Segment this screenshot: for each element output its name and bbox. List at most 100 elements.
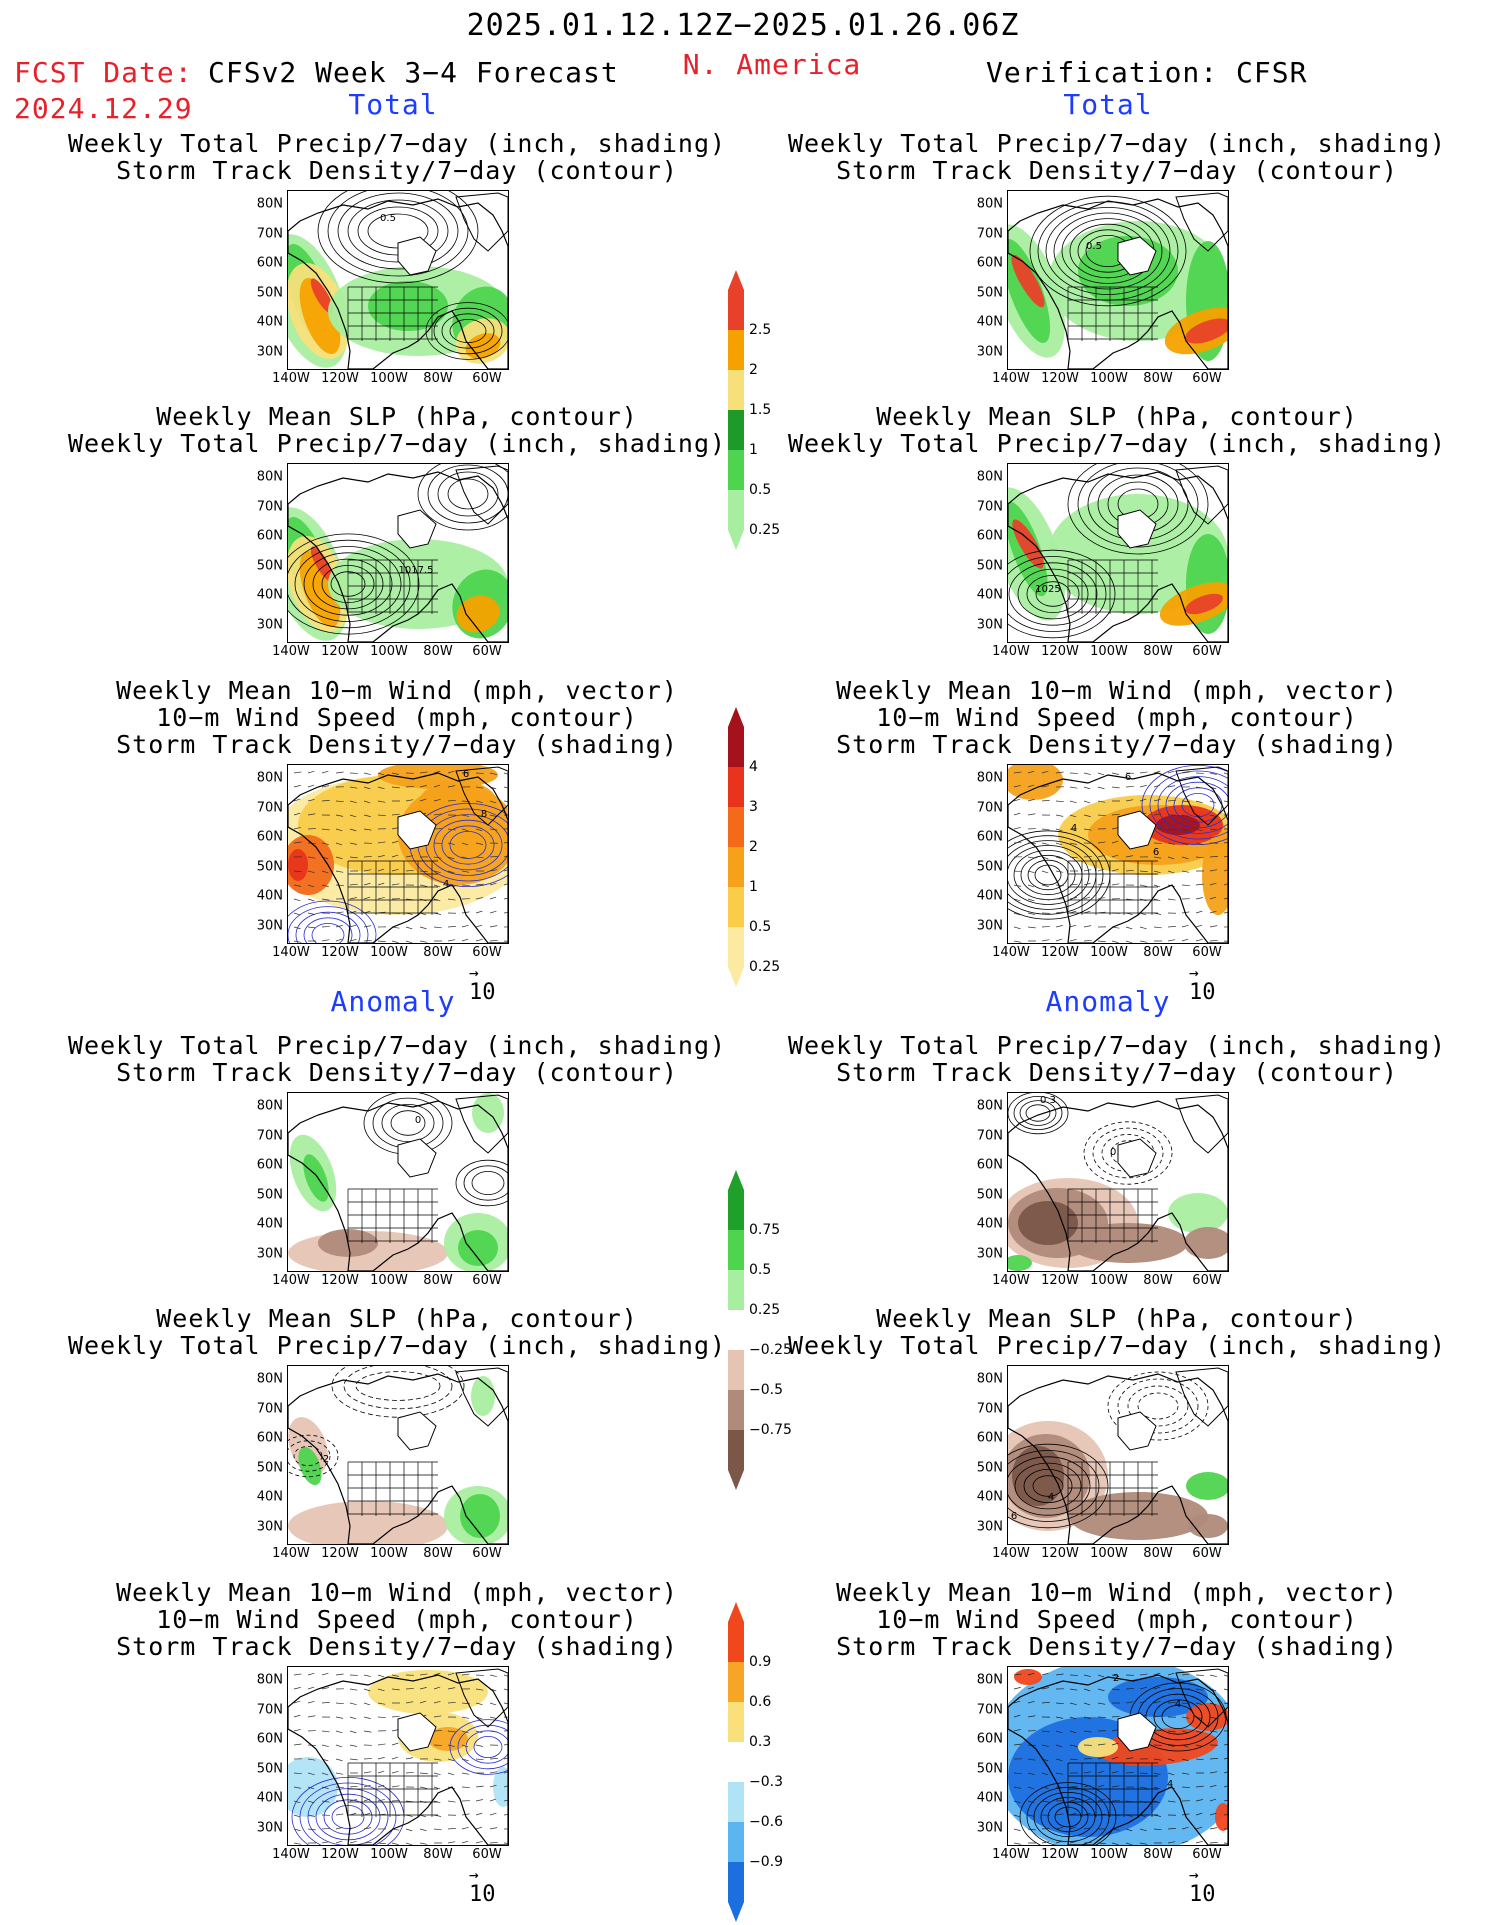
slp-contour — [288, 1434, 339, 1478]
lon-label: 120W — [1041, 1546, 1079, 1561]
wind-vector — [1125, 799, 1134, 802]
section-anomaly-right: Anomaly — [1045, 985, 1171, 1018]
panel-title-line: Weekly Total Precip/7−day (inch, shading… — [67, 1331, 727, 1360]
lat-label: 50N — [256, 285, 283, 300]
colorbar-label: 0.6 — [749, 1694, 772, 1710]
wind-vector — [1069, 1688, 1078, 1691]
wind-vector — [1069, 800, 1077, 804]
wind-vector — [1013, 812, 1021, 816]
colorbar-cap-bottom — [728, 967, 744, 987]
lat-label: 30N — [976, 1519, 1003, 1534]
panel-title-line: 10−m Wind Speed (mph, contour) — [156, 703, 638, 732]
lat-label: 50N — [256, 859, 283, 874]
wind-vector — [405, 1828, 413, 1832]
wind-vector — [433, 1758, 442, 1761]
wind-vector — [321, 1701, 330, 1704]
colorbar-segment — [728, 1230, 744, 1270]
wind-vector — [419, 771, 428, 774]
wind-vector — [321, 1672, 329, 1676]
wind-vector — [377, 1702, 386, 1705]
wind-vector — [307, 1715, 316, 1718]
map-panel: 6 8 4 — [287, 764, 509, 944]
wind-vector — [1083, 925, 1092, 928]
shade-blob — [299, 278, 341, 354]
state-borders — [1067, 1461, 1158, 1516]
slp-contour — [1032, 1475, 1064, 1497]
slp-contour — [1026, 575, 1080, 614]
wind-vector — [461, 884, 470, 886]
wind-vector — [293, 940, 302, 943]
vector-arrow: → — [469, 963, 479, 982]
wind-vector — [1097, 1799, 1105, 1802]
state-borders — [1067, 1188, 1158, 1243]
wind-vector — [377, 1674, 385, 1678]
wind-vector — [1027, 1758, 1036, 1761]
wind-vector — [377, 841, 386, 844]
vector-reference: → 10 — [1189, 1867, 1216, 1908]
wind-vector — [489, 882, 497, 886]
wind-vector — [1041, 1772, 1049, 1776]
wind-vector — [447, 1828, 456, 1830]
contour-label: 6 — [463, 769, 469, 780]
colorbar-label: 2.5 — [749, 322, 772, 338]
coastline — [288, 1373, 508, 1544]
lat-label: 70N — [976, 800, 1003, 815]
greenland-outline — [1175, 465, 1228, 525]
slp-contour — [417, 464, 508, 531]
wind-vector — [349, 814, 357, 818]
wind-vector — [335, 1702, 344, 1705]
state-borders — [1067, 860, 1158, 915]
shade-blob — [1185, 593, 1223, 615]
colorbar-segment — [728, 1662, 744, 1702]
shade-blob — [1156, 815, 1200, 835]
wind-vector — [419, 870, 428, 873]
wind-vector — [475, 800, 483, 804]
wind-vector — [1013, 1700, 1021, 1704]
lon-label: 140W — [992, 371, 1030, 386]
wind-vector — [461, 828, 469, 832]
panel-title-line: Weekly Mean SLP (hPa, contour) — [156, 402, 638, 431]
wind-vector — [1223, 883, 1228, 886]
wind-vector — [321, 926, 330, 928]
wind-vector — [1013, 884, 1022, 887]
wind-vector — [1097, 814, 1106, 816]
wind-vector — [1097, 1770, 1105, 1774]
lon-label: 140W — [272, 1847, 310, 1862]
speed-contour — [1013, 850, 1083, 901]
coastline — [1008, 1100, 1228, 1271]
wind-vector — [475, 842, 484, 845]
wind-vector — [307, 1786, 315, 1790]
state-borders — [347, 1762, 438, 1817]
wind-vector — [1097, 1702, 1106, 1705]
wind-vector — [293, 827, 301, 830]
wind-vector — [293, 1828, 301, 1832]
lon-label: 80W — [423, 371, 453, 386]
slp-contour — [1008, 1456, 1091, 1516]
wind-vector — [1209, 856, 1218, 858]
wind-vector — [363, 772, 371, 775]
colorbar-segment — [728, 410, 744, 450]
state-borders — [347, 1461, 438, 1516]
wind-vector — [349, 1840, 357, 1844]
wind-vector — [433, 813, 442, 816]
wind-vector — [321, 842, 329, 845]
lat-label: 60N — [976, 528, 1003, 544]
wind-vector — [1181, 771, 1190, 774]
wind-vector — [1223, 800, 1228, 803]
coastline — [1008, 471, 1228, 642]
wind-vector — [475, 1758, 484, 1761]
wind-vector — [405, 1757, 414, 1760]
wind-vector — [1181, 856, 1189, 860]
colorbar-label: 4 — [749, 759, 758, 775]
wind-vector — [1027, 770, 1035, 774]
map-panel: 1025 — [1007, 463, 1229, 643]
wind-vector — [335, 1744, 343, 1748]
colorbar-label: 0.75 — [749, 1222, 781, 1238]
lon-label: 100W — [1090, 1273, 1128, 1288]
wind-vector — [1027, 926, 1036, 929]
lon-label: 100W — [370, 1273, 408, 1288]
wind-vector — [447, 898, 456, 901]
slp-contour — [288, 533, 420, 635]
slp-contour — [1023, 1469, 1073, 1504]
wind-vector — [1027, 1772, 1035, 1776]
